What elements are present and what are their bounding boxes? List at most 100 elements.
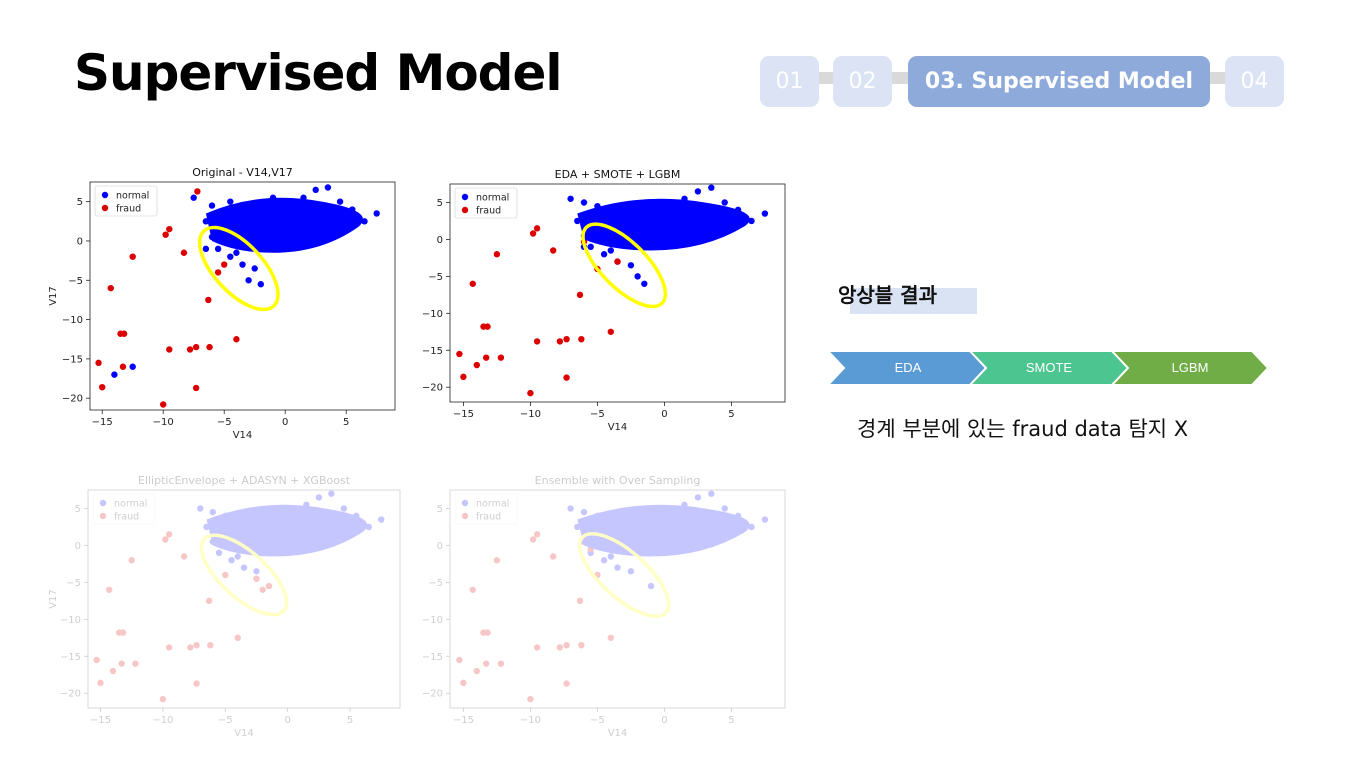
x-axis-label: V14 (608, 422, 628, 433)
fraud-point (99, 384, 106, 391)
normal-point (748, 217, 755, 225)
normal-point (614, 564, 621, 571)
nav-step-04[interactable]: 04 (1225, 56, 1284, 107)
normal-point (336, 198, 344, 205)
x-tick-label: −15 (92, 417, 113, 428)
fraud-point (533, 644, 541, 651)
y-tick-label: −10 (62, 315, 83, 326)
result-heading-highlight (850, 288, 977, 314)
y-tick-label: −20 (422, 383, 443, 394)
normal-point (694, 494, 702, 501)
fraud-point (482, 354, 490, 361)
normal-point (253, 568, 260, 575)
fraud-point (549, 247, 557, 254)
normal-cluster-area (205, 197, 363, 253)
normal-point (284, 520, 291, 527)
legend: normal fraud (454, 187, 518, 219)
normal-point (621, 516, 628, 523)
fraud-point (233, 336, 240, 343)
x-axis-label: V14 (233, 430, 253, 441)
legend-box (454, 493, 518, 525)
legend: normal fraud (94, 185, 158, 217)
chart-eda-smote-lgbm: EDA + SMOTE + LGBM −15 −10 −5 0 5 5 0 −5 −10 −15 −2… (410, 164, 800, 439)
fraud-point (206, 343, 213, 351)
fraud-point (120, 330, 128, 337)
y-tick-label: −20 (62, 394, 83, 405)
fraud-point (205, 597, 213, 605)
fraud-point (473, 361, 480, 369)
page-title: Supervised Model (74, 44, 563, 102)
fraud-point (166, 225, 173, 233)
fraud-point (578, 335, 585, 343)
normal-point (580, 538, 588, 545)
normal-point (233, 249, 240, 256)
nav-step-03-active[interactable]: 03. Supervised Model (908, 56, 1210, 107)
chart-title: Ensemble with Over Sampling (535, 474, 701, 487)
nav-step-02[interactable]: 02 (833, 56, 892, 107)
fraud-point (607, 634, 614, 641)
x-tick-label: 0 (661, 715, 667, 726)
fraud-point (556, 644, 564, 651)
normal-point (721, 199, 728, 206)
x-tick-label: 0 (282, 417, 288, 428)
normal-point (634, 273, 641, 280)
chart-ensemble-oversampling: Ensemble with Over Sampling −15 −10 −5 0 5 5 0 −… (410, 470, 800, 745)
y-tick-label: −10 (422, 615, 443, 626)
y-tick-label: −10 (422, 309, 443, 320)
y-tick-label: −5 (66, 578, 81, 589)
fraud-point (607, 328, 614, 335)
fraud-point (576, 597, 584, 605)
fraud-point (614, 258, 621, 265)
y-tick-label: 5 (437, 198, 443, 209)
fraud-point (234, 634, 241, 641)
fraud-point (527, 695, 534, 703)
normal-point (600, 557, 608, 564)
fraud-point (529, 230, 537, 237)
scatter-plot-elliptic-adasyn-xgboost: EllipticEnvelope + ADASYN + XGBoost −15 −1… (48, 474, 401, 739)
normal-point (708, 490, 715, 497)
normal-point (245, 277, 252, 284)
normal-point (748, 523, 755, 531)
legend-label-fraud: fraud (116, 204, 141, 215)
normal-point (234, 514, 241, 521)
chevron-eda-label: EDA (895, 360, 922, 375)
y-tick-label: −15 (62, 354, 83, 365)
normal-point (227, 198, 234, 205)
x-tick-label: 0 (284, 715, 290, 726)
legend-label-fraud: fraud (114, 512, 139, 523)
fraud-point (207, 641, 214, 649)
y-tick-label: −20 (422, 689, 443, 700)
fraud-point (129, 253, 136, 260)
normal-point (215, 549, 223, 557)
fraud-point (533, 225, 541, 232)
fraud-point (160, 401, 167, 408)
legend-label-normal: normal (476, 193, 509, 204)
normal-point (239, 261, 246, 268)
chevron-lgbm (1109, 350, 1268, 386)
normal-point (641, 527, 648, 534)
result-heading: 앙상블 결과 (838, 283, 937, 307)
normal-point (580, 508, 588, 516)
normal-point (222, 531, 229, 538)
fraud-point (594, 571, 601, 579)
normal-point (373, 210, 380, 217)
normal-point (694, 188, 702, 195)
fraud-point (469, 586, 476, 593)
fraud-point (473, 667, 480, 675)
chart-title: Original - V14,V17 (192, 166, 293, 179)
normal-point (621, 534, 628, 542)
normal-point (661, 520, 668, 527)
series-normal (197, 490, 385, 575)
legend-marker-fraud (461, 512, 469, 520)
nav-step-01[interactable]: 01 (760, 56, 819, 107)
normal-cluster-area (206, 504, 368, 557)
normal-point (234, 553, 241, 560)
normal-point (247, 516, 254, 523)
normal-point (214, 245, 222, 253)
normal-cluster-area (577, 198, 750, 251)
x-tick-label: −5 (590, 715, 605, 726)
normal-point (312, 186, 319, 194)
normal-point (227, 253, 234, 260)
y-tick-label: −5 (428, 578, 443, 589)
y-tick-label: −15 (422, 346, 443, 357)
